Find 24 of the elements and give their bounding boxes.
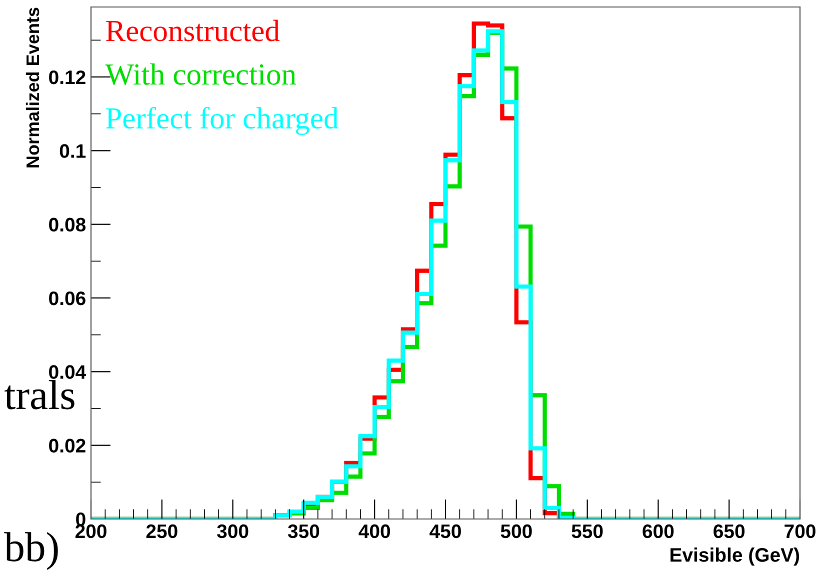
x-tick-label: 500 — [500, 524, 532, 538]
y-tick-label: 0.04 — [49, 365, 86, 379]
y-tick-label: 0.12 — [49, 70, 86, 84]
y-tick-label: 0.08 — [49, 218, 86, 232]
x-tick-label: 350 — [288, 524, 320, 538]
x-tick-label: 400 — [358, 524, 390, 538]
text: With correction — [105, 63, 296, 85]
text: Reconstructed — [106, 20, 280, 42]
y-tick-label: 0.1 — [60, 144, 86, 158]
x-tick-label: 650 — [714, 524, 745, 538]
x-tick-label: 700 — [784, 524, 816, 538]
text: Perfect for charged — [106, 106, 338, 135]
x-axis-title: Evisible (GeV) — [670, 548, 800, 566]
y-axis-title: Normalized Events — [26, 8, 40, 168]
x-tick-label: 450 — [430, 524, 461, 538]
y-tick-label: 0.06 — [49, 291, 86, 306]
text: bb) — [4, 532, 58, 570]
y-tick-label: 0.02 — [49, 438, 86, 453]
x-tick-label: 300 — [217, 524, 248, 538]
x-tick-label: 200 — [75, 524, 106, 538]
text: trals — [4, 380, 74, 410]
x-tick-label: 600 — [642, 524, 674, 538]
x-tick-label: 250 — [146, 524, 178, 538]
x-tick-label: 550 — [572, 524, 603, 538]
